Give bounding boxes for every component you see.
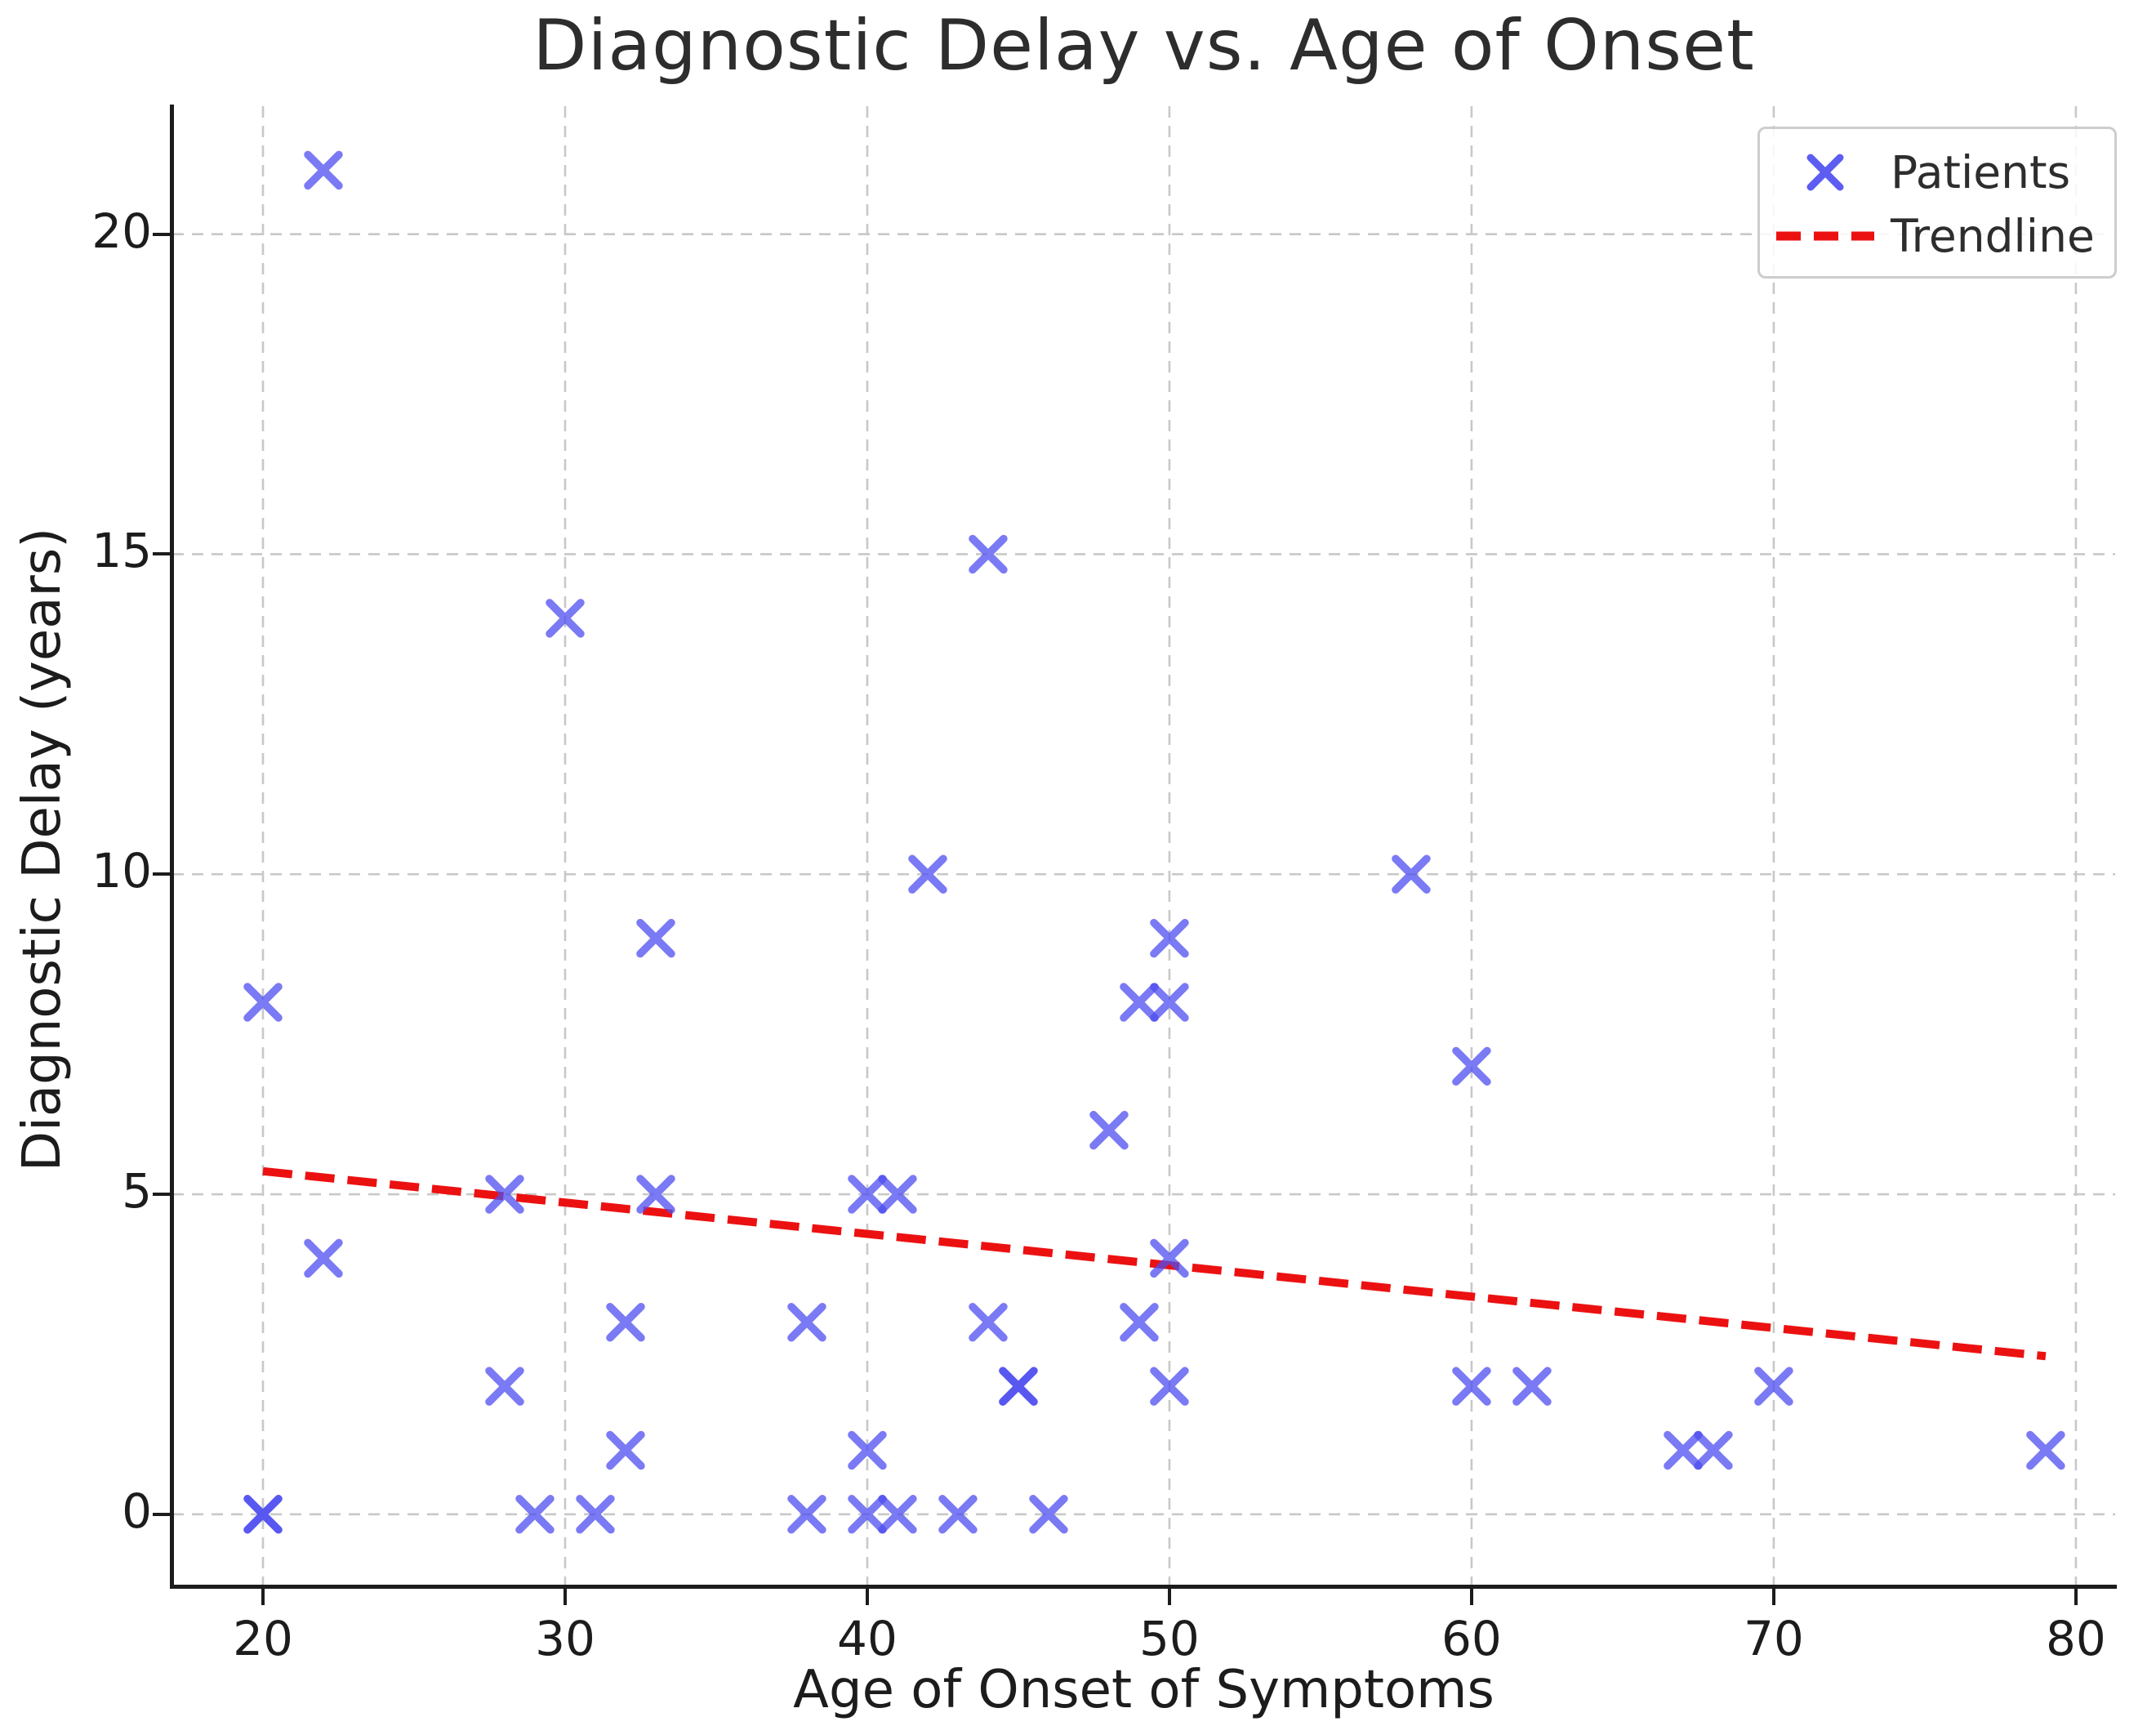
x-tick-mark-20 [261,1587,265,1605]
x-tick-label-60: 60 [1441,1611,1502,1666]
data-point-marker [848,1175,887,1214]
y-tick-label-20: 20 [91,203,152,259]
plot-canvas [172,106,2115,1585]
data-point-marker [848,1495,887,1534]
x-axis-label: Age of Onset of Symptoms [793,1660,1494,1720]
data-point-marker [787,1495,826,1534]
x-tick-mark-70 [1771,1587,1775,1605]
data-point-marker [908,854,947,894]
legend-patients-label: Patients [1891,146,2071,198]
trendline-dash-sample-icon [1760,230,1891,242]
data-point-marker [878,1495,917,1534]
y-axis-spine [170,105,174,1589]
data-point-marker [243,983,283,1022]
data-point-marker [969,1302,1008,1342]
legend-trendline-label: Trendline [1891,210,2095,262]
data-point-marker [304,150,343,190]
data-point-marker [2026,1430,2065,1470]
x-tick-mark-60 [1469,1587,1473,1605]
x-tick-mark-50 [1167,1587,1171,1605]
data-point-marker [1029,1495,1068,1534]
data-point-marker [1664,1430,1703,1470]
y-tick-mark-5 [153,1193,171,1197]
data-point-marker [1452,1046,1491,1086]
chart-title: Diagnostic Delay vs. Age of Onset [532,5,1755,87]
data-point-marker [485,1367,524,1406]
x-tick-mark-40 [865,1587,869,1605]
data-point-marker [1150,918,1189,958]
legend: Patients Trendline [1757,127,2117,279]
data-point-marker [1150,983,1189,1022]
x-tick-mark-80 [2074,1587,2078,1605]
data-point-marker [1150,1238,1189,1278]
data-point-marker [1392,854,1431,894]
x-tick-mark-30 [563,1587,567,1605]
x-tick-label-80: 80 [2045,1611,2106,1666]
patients-x-marker-icon [1760,151,1891,194]
data-point-marker [1120,1302,1159,1342]
x-axis-spine [170,1585,2117,1589]
data-point-marker [848,1430,887,1470]
data-point-marker [1089,1110,1129,1150]
data-point-marker [1754,1367,1793,1406]
data-point-marker [576,1495,615,1534]
y-tick-label-10: 10 [91,843,152,899]
data-point-marker [485,1175,524,1214]
data-point-marker [606,1302,645,1342]
y-tick-mark-15 [153,552,171,556]
y-tick-mark-10 [153,872,171,876]
plot-area [172,106,2115,1585]
x-tick-label-30: 30 [535,1611,595,1666]
data-point-marker [1452,1367,1491,1406]
trendline [262,1166,2047,1361]
y-tick-mark-0 [153,1512,171,1516]
data-point-marker [546,599,585,638]
data-point-marker [243,1495,283,1534]
data-point-marker [515,1495,555,1534]
y-tick-label-0: 0 [122,1483,152,1539]
x-tick-label-40: 40 [837,1611,898,1666]
y-tick-label-5: 5 [122,1163,152,1220]
data-point-marker [606,1430,645,1470]
data-point-marker [1512,1367,1552,1406]
x-tick-label-20: 20 [233,1611,293,1666]
data-point-marker [878,1175,917,1214]
data-point-marker [1120,983,1159,1022]
data-point-marker [304,1238,343,1278]
y-axis-label: Diagnostic Delay (years) [12,527,73,1172]
data-point-marker [636,918,675,958]
y-tick-label-15: 15 [91,523,152,579]
data-point-marker [969,534,1008,574]
data-point-marker [999,1367,1038,1406]
x-tick-label-50: 50 [1139,1611,1200,1666]
data-point-marker [938,1495,978,1534]
legend-row-patients: Patients [1760,140,2114,204]
x-tick-label-70: 70 [1744,1611,1804,1666]
y-tick-mark-20 [153,232,171,236]
legend-row-trendline: Trendline [1760,204,2114,268]
data-point-marker [787,1302,826,1342]
data-point-marker [1694,1430,1733,1470]
data-point-marker [636,1175,675,1214]
data-point-marker [1150,1367,1189,1406]
